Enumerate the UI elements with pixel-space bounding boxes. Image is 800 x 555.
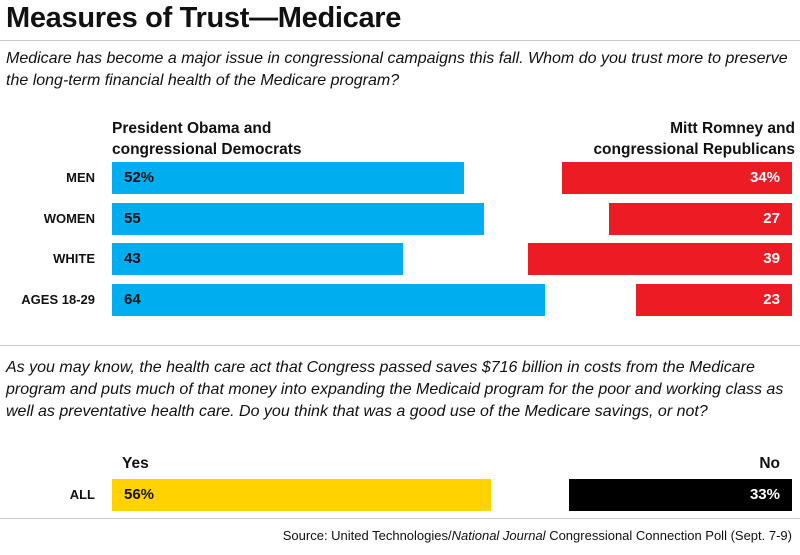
chart2-legend-yes: Yes bbox=[122, 455, 149, 472]
row-label-white: WHITE bbox=[53, 251, 95, 266]
chart1-left-bar-women: 55 bbox=[112, 203, 485, 235]
footer-divider bbox=[0, 518, 800, 519]
chart2-legend-no: No bbox=[759, 455, 780, 472]
legend-democrats-line1: President Obama and bbox=[112, 120, 272, 137]
chart1-right-bar-women: 27 bbox=[609, 203, 792, 235]
chart2-right-bar-all: 33% bbox=[568, 479, 792, 511]
chart2-question: As you may know, the health care act tha… bbox=[6, 359, 784, 420]
legend-democrats-line2: congressional Democrats bbox=[112, 141, 302, 158]
chart2-left-bar-all: 56% bbox=[112, 479, 492, 511]
chart1-left-bar-ages-18-29: 64 bbox=[112, 284, 546, 316]
row-label-all: ALL bbox=[69, 487, 95, 502]
chart1-question: Medicare has become a major issue in con… bbox=[6, 50, 788, 89]
row-label-men: MEN bbox=[66, 170, 95, 185]
chart1-left-bar-men: 52% bbox=[112, 162, 465, 194]
legend-republicans-line1: Mitt Romney and bbox=[670, 120, 795, 137]
chart1-right-bar-white: 39 bbox=[527, 243, 792, 275]
section-divider bbox=[0, 345, 800, 346]
chart1-legend-republicans: Mitt Romney and congressional Republican… bbox=[593, 118, 795, 160]
row-label-women: WOMEN bbox=[43, 211, 95, 226]
title-divider bbox=[0, 40, 800, 41]
source-suffix: Congressional Connection Poll (Sept. 7-9… bbox=[545, 528, 792, 543]
source-prefix: Source: United Technologies/ bbox=[282, 528, 452, 543]
chart1-legend-democrats: President Obama and congressional Democr… bbox=[112, 118, 302, 160]
chart1-left-bar-white: 43 bbox=[112, 243, 404, 275]
page-title: Measures of Trust—Medicare bbox=[6, 2, 402, 34]
legend-republicans-line2: congressional Republicans bbox=[593, 141, 795, 158]
chart1-right-bar-men: 34% bbox=[561, 162, 792, 194]
row-label-ages-18-29: AGES 18-29 bbox=[21, 292, 95, 307]
chart1-right-bar-ages-18-29: 23 bbox=[636, 284, 792, 316]
source-note: Source: United Technologies/National Jou… bbox=[283, 528, 792, 543]
source-publication: National Journal bbox=[451, 528, 546, 543]
